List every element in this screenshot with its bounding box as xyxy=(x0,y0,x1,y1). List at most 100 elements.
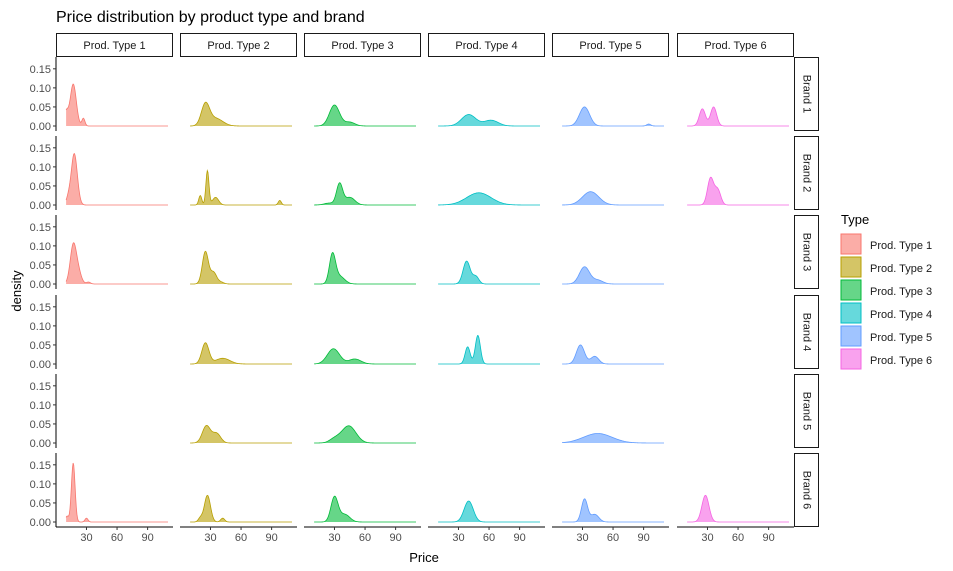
x-axes: 30 60 90 30 60 90 30 60 90 30 60 90 30 60 90 30 60 90 xyxy=(56,526,794,544)
x-tick-label: 60 xyxy=(483,532,495,544)
x-tick-label: 30 xyxy=(452,532,464,544)
row-strip-label: Brand 4 xyxy=(801,313,813,352)
column-strips: Prod. Type 1 Prod. Type 2 Prod. Type 3 Prod… xyxy=(56,33,794,57)
density-area xyxy=(314,252,416,284)
density-outline xyxy=(687,494,789,523)
legend-key xyxy=(840,302,862,324)
density-area xyxy=(66,84,168,126)
density-area xyxy=(314,104,416,126)
density-outline xyxy=(438,260,540,285)
density-area xyxy=(190,425,292,443)
density-area xyxy=(438,261,540,284)
x-tick-label: 30 xyxy=(80,532,92,544)
row-strip xyxy=(794,136,819,210)
row-strip-label: Brand 2 xyxy=(801,154,813,193)
y-tick-label: 0.05 xyxy=(30,419,51,431)
y-tick-label: 0.00 xyxy=(30,517,51,529)
density-outline xyxy=(190,342,292,365)
density-area xyxy=(66,242,168,284)
density-area xyxy=(66,153,168,205)
column-strip-label: Prod. Type 3 xyxy=(331,40,393,52)
y-tick-label: 0.05 xyxy=(30,181,51,193)
density-outline xyxy=(190,494,292,523)
y-axes: 0.00 0.05 0.10 0.15 0.00 0.05 0.10 0.15 0.00 0.05… xyxy=(30,57,57,529)
density-area xyxy=(562,266,664,284)
density-outline xyxy=(314,425,416,444)
x-tick-label: 90 xyxy=(389,532,401,544)
density-outline xyxy=(562,498,664,523)
density-area xyxy=(190,495,292,522)
density-outline xyxy=(438,114,540,127)
legend-label: Prod. Type 3 xyxy=(870,286,932,298)
density-outline xyxy=(438,192,540,206)
y-tick-label: 0.15 xyxy=(30,222,51,234)
density-outline xyxy=(190,424,292,444)
density-area xyxy=(314,496,416,522)
legend-title: Type xyxy=(841,212,869,227)
density-area xyxy=(562,106,664,126)
density-area xyxy=(562,344,664,364)
y-tick-label: 0.10 xyxy=(30,400,51,412)
y-tick-label: 0.00 xyxy=(30,121,51,133)
column-strip xyxy=(56,33,173,57)
density-outline xyxy=(562,106,664,127)
density-outline xyxy=(314,495,416,523)
row-strip xyxy=(794,57,819,131)
x-tick-label: 60 xyxy=(111,532,123,544)
column-strip-label: Prod. Type 5 xyxy=(579,40,641,52)
density-outline xyxy=(190,169,292,206)
y-axis-title: density xyxy=(9,270,24,312)
column-strip-label: Prod. Type 1 xyxy=(83,40,145,52)
density-area xyxy=(66,463,168,522)
y-tick-label: 0.00 xyxy=(30,359,51,371)
density-area xyxy=(190,342,292,364)
y-tick-label: 0.15 xyxy=(30,381,51,393)
y-tick-label: 0.10 xyxy=(30,83,51,95)
density-area xyxy=(687,106,789,126)
density-area xyxy=(190,251,292,284)
panels xyxy=(65,83,789,523)
density-outline xyxy=(562,433,664,444)
y-tick-label: 0.10 xyxy=(30,321,51,333)
density-outline xyxy=(65,83,168,127)
legend-key xyxy=(840,325,862,347)
x-tick-label: 90 xyxy=(141,532,153,544)
density-outline xyxy=(687,176,789,206)
density-area xyxy=(562,433,664,443)
y-tick-label: 0.00 xyxy=(30,200,51,212)
density-area xyxy=(687,177,789,205)
y-tick-label: 0.10 xyxy=(30,479,51,491)
density-outline xyxy=(314,182,416,206)
x-tick-label: 60 xyxy=(235,532,247,544)
x-axis-title: Price xyxy=(409,550,439,565)
y-tick-label: 0.05 xyxy=(30,498,51,510)
density-outline xyxy=(438,500,540,523)
density-outline xyxy=(65,152,168,206)
legend-label: Prod. Type 4 xyxy=(870,309,932,321)
row-strip xyxy=(794,295,819,369)
y-tick-label: 0.15 xyxy=(30,302,51,314)
density-outline xyxy=(314,251,416,285)
row-strip-label: Brand 3 xyxy=(801,233,813,272)
row-strip-label: Brand 1 xyxy=(801,75,813,114)
density-area xyxy=(314,182,416,205)
column-strip xyxy=(304,33,421,57)
x-tick-label: 90 xyxy=(265,532,277,544)
legend-key xyxy=(840,279,862,301)
row-strips: Brand 1 Brand 2 Brand 3 Brand 4 Brand 5 Brand… xyxy=(794,57,819,527)
density-outline xyxy=(190,101,292,127)
density-area xyxy=(438,335,540,364)
row-strip-label: Brand 5 xyxy=(801,392,813,431)
x-tick-label: 90 xyxy=(762,532,774,544)
x-tick-label: 60 xyxy=(732,532,744,544)
legend: Type Prod. Type 1 Prod. Type 2 Prod. Type … xyxy=(840,212,932,370)
column-strip xyxy=(180,33,297,57)
column-strip-label: Prod. Type 6 xyxy=(704,40,766,52)
density-area xyxy=(314,348,416,364)
y-tick-label: 0.00 xyxy=(30,279,51,291)
density-outline xyxy=(562,266,664,285)
legend-label: Prod. Type 1 xyxy=(870,240,932,252)
row-strip xyxy=(794,453,819,527)
row-strip xyxy=(794,215,819,289)
